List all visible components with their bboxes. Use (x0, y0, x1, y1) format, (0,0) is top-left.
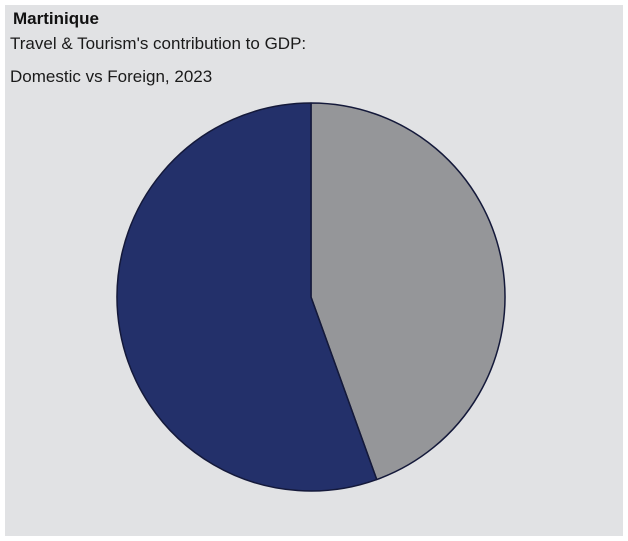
chart-panel: Martinique Travel & Tourism's contributi… (5, 5, 623, 536)
chart-subtitle-line-2: Domestic vs Foreign, 2023 (10, 67, 213, 86)
pie-slice-2 (116, 102, 378, 492)
pie-slices (116, 102, 506, 492)
pie-slice-1 (310, 102, 506, 481)
chart-subtitle-line-1: Travel & Tourism's contribution to GDP: (10, 34, 307, 53)
pie-chart (116, 102, 506, 492)
chart-title: Martinique (13, 9, 99, 28)
